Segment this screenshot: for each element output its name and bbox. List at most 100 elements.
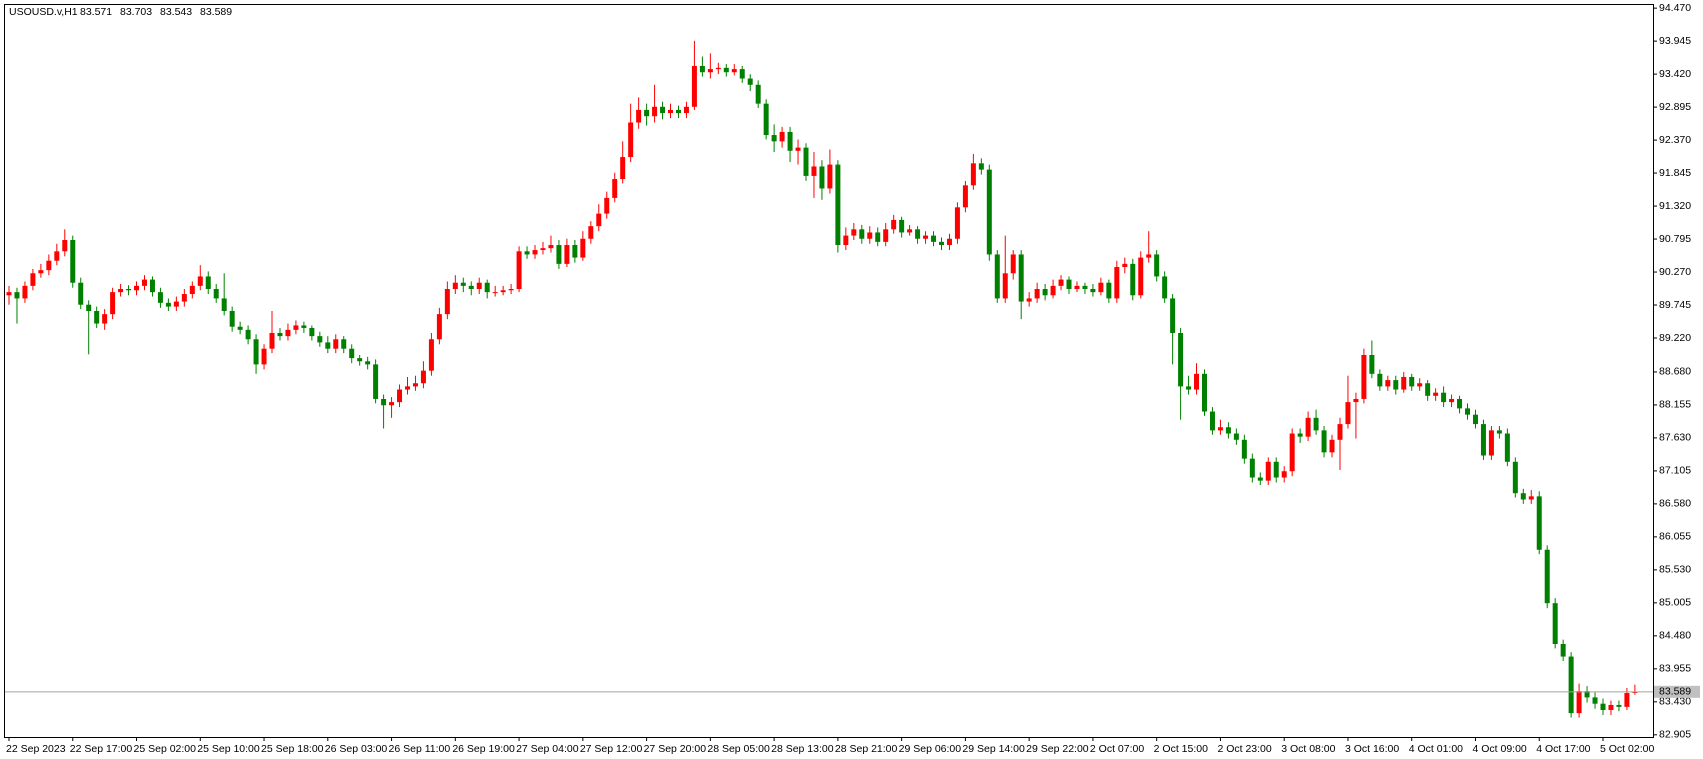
candle-body: [1361, 354, 1367, 399]
candle-body: [1369, 354, 1375, 374]
candle-body: [22, 285, 28, 299]
y-tick-label: 88.680: [1659, 366, 1691, 378]
y-tick-label: 90.795: [1659, 233, 1691, 245]
candle-body: [149, 279, 155, 293]
candle-body: [1249, 458, 1255, 478]
candle-body: [1042, 289, 1048, 296]
x-tick-label: 4 Oct 09:00: [1472, 743, 1526, 755]
x-tick-label: 26 Sep 19:00: [452, 743, 515, 755]
candle-body: [357, 358, 363, 362]
y-tick-label: 85.005: [1659, 597, 1691, 609]
candle-body: [269, 332, 275, 349]
candle-body: [851, 229, 857, 236]
candle-body: [213, 289, 219, 299]
y-tick-label: 83.955: [1659, 663, 1691, 675]
candle-body: [779, 131, 785, 142]
candle-body: [652, 106, 658, 117]
candle-body: [1154, 254, 1160, 277]
candle-body: [1329, 439, 1335, 453]
candle-body: [1377, 373, 1383, 387]
y-tick-label: 90.270: [1659, 266, 1691, 278]
candle-body: [1273, 461, 1279, 478]
last-high: 83.703: [120, 6, 152, 18]
candle-body: [405, 386, 410, 390]
candle-body: [835, 164, 841, 246]
candle-body: [1504, 433, 1510, 462]
candle-body: [1122, 263, 1128, 268]
x-tick-label: 25 Sep 18:00: [261, 743, 324, 755]
candle-body: [771, 135, 777, 142]
candle-body: [1170, 298, 1176, 333]
candle-body: [110, 292, 116, 315]
candle-body: [1018, 254, 1024, 302]
candle-body: [1472, 414, 1478, 425]
candle-body: [1409, 376, 1415, 387]
candle-body: [1592, 697, 1598, 704]
candle-body: [1106, 282, 1112, 299]
x-tick-label: 25 Sep 10:00: [197, 743, 260, 755]
candle-body: [699, 65, 705, 73]
candle-body: [803, 147, 809, 176]
x-tick-label: 2 Oct 23:00: [1217, 743, 1271, 755]
candle-body: [420, 370, 426, 384]
candle-body: [181, 294, 187, 302]
y-tick-label: 93.945: [1659, 35, 1691, 47]
candle-body: [1098, 282, 1104, 293]
candle-body: [460, 282, 466, 286]
candle-body: [86, 304, 92, 311]
candle-body: [397, 389, 403, 403]
candle-body: [636, 109, 642, 123]
candle-body: [285, 329, 291, 337]
candle-body: [1480, 424, 1486, 456]
candle-body: [1194, 373, 1200, 390]
x-tick-label: 29 Sep 22:00: [1026, 743, 1089, 755]
candle-body: [237, 326, 243, 330]
candle-body: [301, 325, 307, 328]
candle-body: [1289, 433, 1295, 472]
candle-body: [126, 289, 132, 291]
candle-body: [1536, 496, 1542, 550]
candle-body: [1353, 398, 1359, 403]
candle-body: [1520, 493, 1526, 500]
candle-body: [938, 241, 944, 246]
candle-body: [811, 166, 817, 176]
candle-body: [1528, 496, 1534, 500]
last-close: 83.589: [200, 6, 232, 18]
candle-body: [173, 301, 179, 307]
y-tick-label: 86.580: [1659, 498, 1691, 510]
last-open: 83.571: [80, 6, 112, 18]
last-low: 83.543: [160, 6, 192, 18]
candle-body: [54, 251, 60, 261]
candle-body: [548, 245, 554, 249]
price-label-box: [1654, 685, 1700, 698]
candle-body: [333, 339, 339, 349]
candle-body: [229, 310, 235, 327]
candle-body: [1552, 603, 1558, 645]
candle-body: [1090, 289, 1096, 293]
candle-body: [795, 147, 801, 151]
candle-body: [205, 276, 211, 290]
candle-body: [1209, 411, 1215, 431]
candle-body: [1026, 298, 1032, 302]
candle-body: [134, 285, 140, 291]
candle-body: [1281, 471, 1287, 478]
candle-body: [62, 239, 68, 252]
candle-body: [620, 157, 626, 180]
candle-body: [859, 229, 865, 239]
candle-body: [731, 69, 737, 73]
y-tick-label: 84.480: [1659, 630, 1691, 642]
candle-body: [1441, 392, 1447, 403]
candle-body: [46, 260, 52, 271]
candle-body: [1457, 398, 1463, 409]
candle-body: [500, 290, 506, 293]
x-tick-label: 2 Oct 07:00: [1090, 743, 1144, 755]
candle-body: [1496, 430, 1502, 434]
candle-body: [1433, 392, 1439, 396]
y-tick-label: 94.470: [1659, 2, 1691, 14]
candle-body: [1050, 285, 1056, 296]
candle-body: [1465, 408, 1471, 415]
candle-body: [1321, 430, 1327, 453]
candle-body: [412, 383, 418, 387]
x-tick-label: 3 Oct 08:00: [1281, 743, 1335, 755]
